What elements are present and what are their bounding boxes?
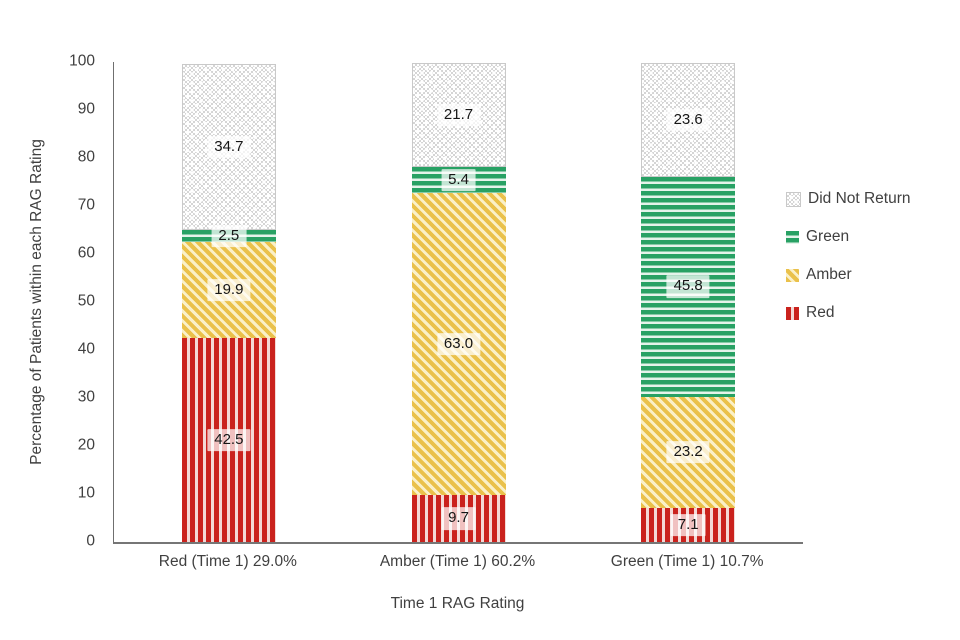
legend-swatch-did-not-return-icon (786, 191, 801, 207)
legend-item-amber: Amber (786, 264, 911, 286)
data-label-green-amber-time-1-60-2-: 5.4 (441, 168, 476, 192)
legend-item-red: Red (786, 302, 911, 324)
y-tick-70: 70 (77, 196, 95, 214)
legend-item-did-not-return: Did Not Return (786, 188, 911, 210)
y-tick-80: 80 (77, 148, 95, 166)
data-label-red-amber-time-1-60-2-: 9.7 (441, 507, 476, 530)
legend-label-did-not-return: Did Not Return (808, 190, 911, 207)
bar-amber-time-1-60-2-: 9.7 63.0 5.4 21.7 (411, 62, 506, 542)
x-axis-category-labels: Red (Time 1) 29.0% Amber (Time 1) 60.2% Gr… (113, 553, 802, 571)
y-tick-50: 50 (77, 292, 95, 310)
y-tick-60: 60 (77, 244, 95, 262)
legend-swatch-red-icon (786, 306, 799, 320)
segment-did-not-return-amber-time-1-60-2- (411, 62, 506, 168)
legend-swatch-amber-icon (786, 268, 799, 282)
y-tick-40: 40 (77, 340, 95, 358)
legend-label-green: Green (806, 228, 850, 245)
category-slot-green-time-1-10-7-: 7.1 23.2 45.8 23.6 (573, 62, 803, 542)
y-tick-30: 30 (77, 388, 95, 406)
data-label-green-red-time-1-29-0-: 2.5 (211, 225, 247, 248)
data-label-amber-amber-time-1-60-2-: 63.0 (436, 333, 481, 356)
segment-did-not-return-red-time-1-29-0- (181, 63, 276, 231)
x-category-label-amber-time-1-60-2-: Amber (Time 1) 60.2% (379, 553, 536, 570)
data-label-amber-green-time-1-10-7-: 23.2 (666, 441, 710, 464)
data-label-green-green-time-1-10-7-: 45.8 (666, 275, 710, 298)
y-tick-20: 20 (77, 436, 95, 454)
data-label-red-green-time-1-10-7-: 7.1 (670, 513, 706, 537)
bar-red-time-1-29-0-: 42.5 19.9 2.5 34.7 (181, 62, 276, 542)
bar-green-time-1-10-7-: 7.1 23.2 45.8 23.6 (641, 62, 736, 542)
legend-label-red: Red (806, 304, 835, 321)
data-label-red-red-time-1-29-0-: 42.5 (207, 428, 251, 452)
x-category-label-red-time-1-29-0-: Red (Time 1) 29.0% (158, 553, 297, 570)
y-tick-0: 0 (86, 532, 95, 550)
plot-area: 42.5 19.9 2.5 34.7 9.7 63.0 5.4 21.7 7.1 23.2 45.8… (113, 62, 803, 544)
chart-legend: Did Not Return Green Amber Red (786, 188, 911, 324)
data-label-amber-red-time-1-29-0-: 19.9 (207, 279, 251, 302)
x-axis-title: Time 1 RAG Rating (390, 595, 525, 612)
y-axis-tick-labels: 100 90 80 70 60 50 40 30 20 10 0 (0, 53, 105, 550)
category-slot-red-time-1-29-0-: 42.5 19.9 2.5 34.7 (114, 62, 344, 542)
x-category-label-green-time-1-10-7-: Green (Time 1) 10.7% (610, 553, 764, 570)
data-label-did-not-return-red-time-1-29-0-: 34.7 (207, 136, 251, 159)
y-tick-90: 90 (77, 100, 95, 118)
category-slot-amber-time-1-60-2-: 9.7 63.0 5.4 21.7 (344, 62, 574, 542)
legend-item-green: Green (786, 226, 911, 248)
legend-swatch-green-icon (786, 230, 799, 244)
data-label-did-not-return-amber-time-1-60-2-: 21.7 (436, 103, 481, 127)
y-tick-10: 10 (77, 484, 95, 502)
y-tick-100: 100 (69, 52, 95, 70)
data-label-did-not-return-green-time-1-10-7-: 23.6 (666, 108, 710, 132)
legend-label-amber: Amber (806, 266, 852, 283)
